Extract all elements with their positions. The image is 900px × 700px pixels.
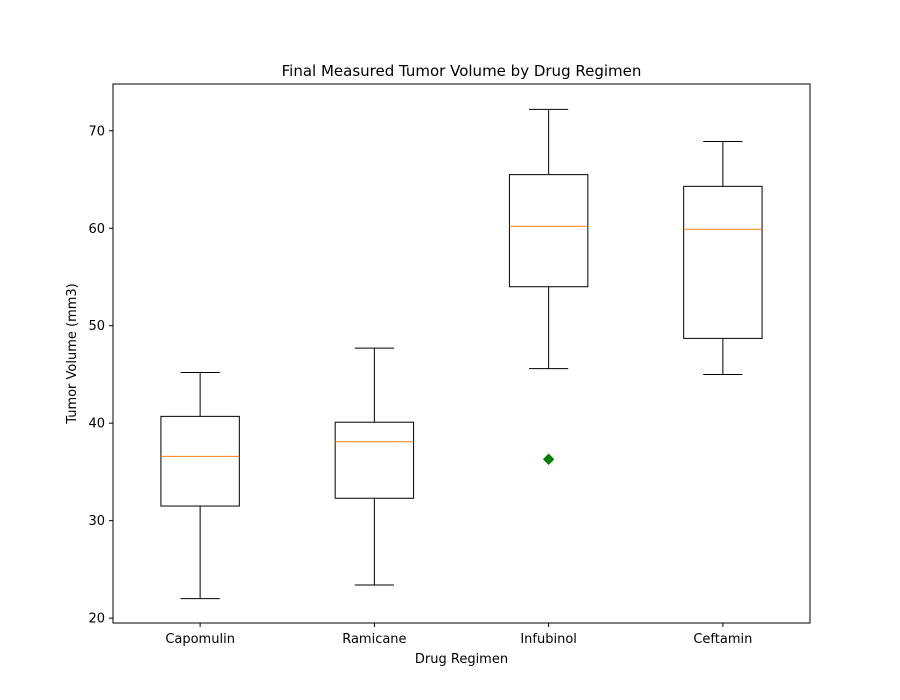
y-tick-label: 30 [88, 514, 105, 529]
box-iqr [508, 174, 589, 288]
box-iqr [334, 421, 415, 499]
plot-area: 20 30 40 50 60 70 Capomulin Ramicane Infubinol Ce… [88, 108, 763, 647]
x-tick-label: Infubinol [520, 632, 577, 647]
chart-title: Final Measured Tumor Volume by Drug Regi… [282, 62, 642, 80]
box-iqr [683, 185, 763, 339]
x-tick-label: Capomulin [165, 632, 235, 647]
y-tick-label: 70 [88, 124, 105, 139]
outlier-marker [542, 453, 555, 465]
x-axis-label: Drug Regimen [415, 652, 508, 667]
axes-frame [112, 83, 811, 624]
y-tick-label: 50 [88, 319, 105, 334]
y-tick-label: 60 [88, 222, 105, 237]
box-iqr [160, 415, 240, 507]
y-tick-label: 40 [88, 417, 105, 432]
y-axis-label: Tumor Volume (mm3) [65, 283, 80, 425]
x-tick-label: Ceftamin [693, 632, 752, 647]
x-tick-label: Ramicane [342, 632, 406, 647]
y-tick-label: 20 [88, 612, 105, 627]
